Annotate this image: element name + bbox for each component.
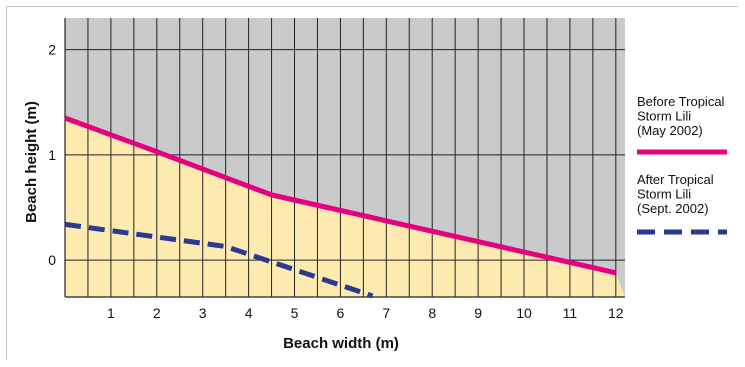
y-tick-label: 2 xyxy=(48,42,56,58)
x-tick-label: 3 xyxy=(199,305,207,321)
legend-label-after: (Sept. 2002) xyxy=(637,201,709,216)
sand-area xyxy=(65,118,625,298)
x-tick-label: 5 xyxy=(291,305,299,321)
x-tick-labels: 1 2 3 4 5 6 7 8 9 10 11 12 xyxy=(107,305,624,321)
x-tick-label: 12 xyxy=(608,305,624,321)
x-tick-label: 4 xyxy=(245,305,253,321)
x-axis-title: Beach width (m) xyxy=(283,335,399,352)
legend-label-before: Before Tropical xyxy=(637,94,725,109)
gridlines xyxy=(64,18,625,298)
x-tick-label: 10 xyxy=(516,305,532,321)
legend-label-after: Storm Lili xyxy=(637,187,691,202)
x-tick-label: 9 xyxy=(474,305,482,321)
after-storm-line xyxy=(64,221,374,299)
y-axis-title: Beach height (m) xyxy=(23,101,40,223)
legend-label-before: Storm Lili xyxy=(637,109,691,124)
data-lines xyxy=(64,115,617,299)
y-tick-label: 0 xyxy=(48,252,56,268)
x-tick-label: 6 xyxy=(337,305,345,321)
y-tick-label: 1 xyxy=(48,147,56,163)
x-tick-label: 2 xyxy=(153,305,161,321)
legend-label-after: After Tropical xyxy=(637,172,714,187)
x-tick-label: 11 xyxy=(563,305,578,321)
legend-label-before: (May 2002) xyxy=(637,123,703,138)
y-tick-labels: 0 1 2 xyxy=(48,42,56,269)
x-tick-label: 1 xyxy=(107,305,115,321)
chart-frame xyxy=(6,6,738,360)
x-tick-label: 8 xyxy=(428,305,436,321)
x-tick-label: 7 xyxy=(382,305,390,321)
plot-background xyxy=(65,18,625,298)
before-storm-line xyxy=(64,115,617,276)
